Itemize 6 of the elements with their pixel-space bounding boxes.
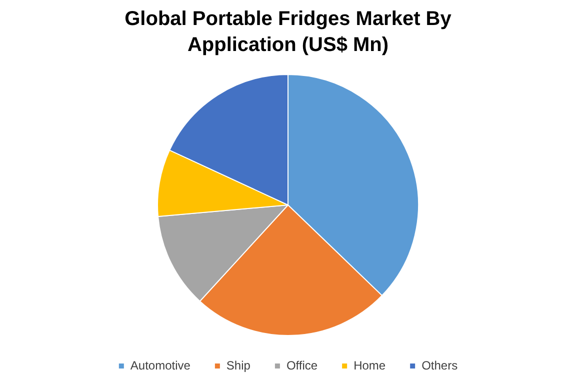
legend-label: Office	[286, 358, 318, 372]
legend-label: Home	[354, 358, 386, 372]
legend-label: Ship	[226, 358, 251, 372]
legend-label: Automotive	[130, 358, 191, 372]
legend-label: Others	[422, 358, 458, 372]
chart-title: Global Portable Fridges Market By Application (US$ Mn)	[124, 7, 452, 58]
